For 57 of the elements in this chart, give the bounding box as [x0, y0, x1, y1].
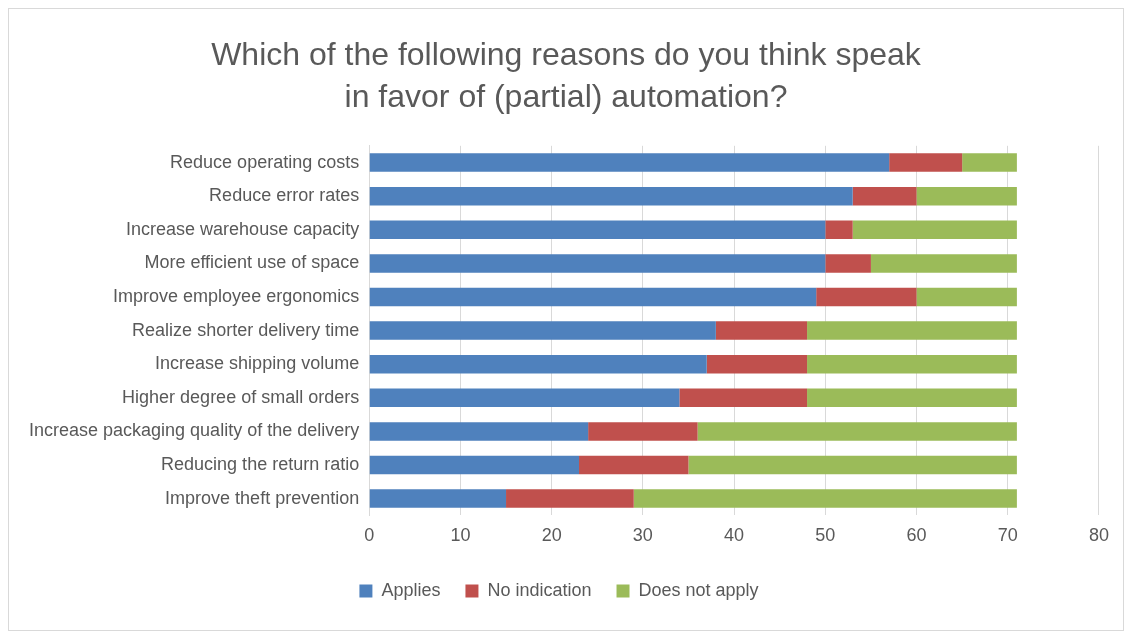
bar: [633, 489, 1017, 508]
bar: [715, 321, 808, 340]
bar: [916, 287, 1017, 307]
y-tick-label: Improve employee ergonomics: [113, 285, 360, 306]
y-tick-label: Realize shorter delivery time: [132, 319, 360, 340]
x-tick-label: 70: [997, 525, 1018, 546]
bar: [706, 354, 808, 374]
bar: [825, 254, 871, 273]
bar: [870, 254, 1017, 273]
bar: [916, 186, 1017, 206]
bar: [369, 388, 680, 408]
bar: [369, 455, 580, 475]
x-tick-label: 0: [364, 525, 375, 546]
bar: [369, 220, 826, 240]
bar: [889, 153, 963, 172]
bar: [506, 489, 634, 508]
bar: [369, 153, 890, 172]
bar: [688, 455, 1017, 475]
bar: [369, 254, 826, 273]
bar: [852, 186, 917, 206]
bar: [852, 220, 1017, 240]
y-tick-label: Reduce operating costs: [170, 151, 360, 172]
bar: [816, 287, 917, 307]
y-tick-label: Higher degree of small orders: [122, 386, 360, 407]
x-tick-label: 60: [906, 525, 927, 546]
bar: [369, 489, 507, 508]
bar: [697, 422, 1017, 441]
y-tick-label: Reduce error rates: [209, 185, 360, 206]
bar: [807, 354, 1017, 374]
bar: [588, 422, 698, 441]
y-tick-label: Increase warehouse capacity: [126, 218, 360, 239]
bar: [369, 321, 716, 340]
y-tick-label: Increase packaging quality of the delivery: [28, 420, 360, 441]
legend-label: No indication: [487, 579, 592, 600]
x-tick-label: 20: [541, 525, 562, 546]
x-tick-label: 40: [724, 525, 745, 546]
y-tick-label: Increase shipping volume: [155, 353, 360, 374]
bar: [679, 388, 808, 408]
bar: [807, 321, 1017, 340]
x-tick-label: 80: [1088, 525, 1109, 546]
x-tick-label: 10: [450, 525, 471, 546]
x-tick-label: 30: [632, 525, 653, 546]
x-tick-label: 50: [815, 525, 836, 546]
chart-title: Which of the following reasons do you think speak in favor of (partial) automation?: [210, 35, 922, 116]
bar: [825, 220, 853, 240]
bar: [369, 422, 589, 441]
bar: [807, 388, 1017, 408]
legend-label: Does not apply: [638, 579, 759, 600]
bar: [369, 354, 707, 374]
y-tick-label: Improve theft prevention: [165, 487, 360, 508]
bar: [579, 455, 689, 475]
bar: [962, 153, 1017, 172]
bar: [369, 287, 817, 307]
legend-label: Applies: [381, 579, 441, 600]
y-tick-label: Reducing the return ratio: [161, 453, 360, 474]
bar: [369, 186, 853, 206]
y-tick-label: More efficient use of space: [144, 252, 360, 273]
